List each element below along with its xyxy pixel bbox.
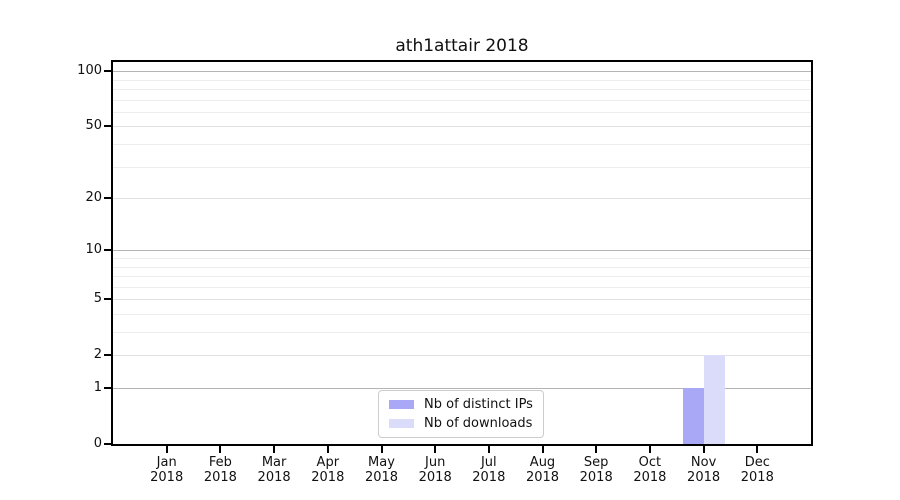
gridline-5 bbox=[113, 299, 811, 301]
y-tick-mark-5 bbox=[104, 298, 111, 301]
gridline-minor-6 bbox=[113, 286, 811, 288]
gridline-minor-70 bbox=[113, 99, 811, 101]
x-tick-label-dec: Dec 2018 bbox=[740, 455, 774, 485]
bar-downloads-nov bbox=[703, 355, 725, 444]
gridline-minor-30 bbox=[113, 166, 811, 168]
y-tick-mark-50 bbox=[104, 125, 111, 128]
legend-item-distinct-ips: Nb of distinct IPs bbox=[389, 397, 533, 412]
x-tick-label-aug: Aug 2018 bbox=[525, 455, 560, 485]
gridline-2 bbox=[113, 355, 811, 357]
y-tick-label-0: 0 bbox=[93, 436, 102, 451]
plot-area bbox=[111, 60, 813, 446]
gridline-minor-4 bbox=[113, 313, 811, 315]
x-tick-mark-aug bbox=[541, 446, 544, 453]
bar-distinct-ips-nov bbox=[682, 388, 704, 444]
x-tick-mark-mar bbox=[273, 446, 276, 453]
y-tick-mark-0 bbox=[104, 443, 111, 445]
legend-swatch-downloads bbox=[389, 419, 414, 428]
x-tick-label-apr: Apr 2018 bbox=[311, 455, 345, 485]
x-tick-mark-nov bbox=[702, 446, 705, 453]
gridline-minor-40 bbox=[113, 143, 811, 145]
x-tick-label-feb: Feb 2018 bbox=[203, 455, 237, 485]
legend: Nb of distinct IPs Nb of downloads bbox=[378, 390, 544, 438]
x-tick-mark-may bbox=[380, 446, 383, 453]
y-tick-label-2: 2 bbox=[93, 347, 102, 363]
gridline-minor-90 bbox=[113, 79, 811, 81]
gridline-1 bbox=[113, 388, 811, 389]
gridline-minor-3 bbox=[113, 332, 811, 333]
x-tick-label-mar: Mar 2018 bbox=[257, 455, 291, 485]
gridline-100 bbox=[113, 71, 811, 73]
legend-swatch-distinct-ips bbox=[389, 400, 414, 409]
gridline-minor-9 bbox=[113, 257, 811, 259]
y-tick-label-1: 1 bbox=[93, 380, 102, 395]
y-tick-label-10: 10 bbox=[85, 242, 102, 258]
gridline-minor-80 bbox=[113, 88, 811, 90]
x-tick-label-jan: Jan 2018 bbox=[150, 455, 184, 485]
x-tick-mark-jun bbox=[434, 446, 437, 453]
legend-item-downloads: Nb of downloads bbox=[389, 416, 533, 431]
x-tick-label-may: May 2018 bbox=[364, 455, 399, 485]
gridline-minor-60 bbox=[113, 111, 811, 113]
x-tick-mark-apr bbox=[326, 446, 329, 453]
y-tick-label-5: 5 bbox=[93, 291, 102, 307]
x-tick-label-jul: Jul 2018 bbox=[472, 455, 506, 485]
x-tick-mark-feb bbox=[219, 446, 222, 453]
y-tick-mark-100 bbox=[104, 70, 111, 73]
x-tick-mark-oct bbox=[648, 446, 651, 453]
y-tick-mark-10 bbox=[104, 249, 111, 252]
x-tick-label-oct: Oct 2018 bbox=[633, 455, 667, 485]
gridline-50 bbox=[113, 126, 811, 128]
x-tick-mark-jul bbox=[487, 446, 490, 453]
legend-label-distinct-ips: Nb of distinct IPs bbox=[424, 397, 533, 412]
y-tick-mark-20 bbox=[104, 197, 111, 199]
y-tick-label-50: 50 bbox=[85, 118, 102, 134]
x-tick-label-jun: Jun 2018 bbox=[418, 455, 452, 485]
x-tick-label-sep: Sep 2018 bbox=[579, 455, 613, 485]
gridline-10 bbox=[113, 250, 811, 252]
x-tick-mark-sep bbox=[595, 446, 598, 453]
gridline-20 bbox=[113, 198, 811, 199]
y-tick-label-100: 100 bbox=[77, 63, 102, 79]
chart-title: ath1attair 2018 bbox=[395, 36, 529, 56]
legend-label-downloads: Nb of downloads bbox=[424, 416, 533, 431]
y-tick-label-20: 20 bbox=[85, 190, 102, 205]
x-tick-label-nov: Nov 2018 bbox=[687, 455, 721, 485]
x-tick-mark-dec bbox=[756, 446, 759, 453]
y-tick-mark-1 bbox=[104, 387, 111, 389]
gridline-minor-7 bbox=[113, 276, 811, 277]
x-tick-mark-jan bbox=[165, 446, 168, 453]
gridline-minor-8 bbox=[113, 266, 811, 268]
y-tick-mark-2 bbox=[104, 354, 111, 357]
